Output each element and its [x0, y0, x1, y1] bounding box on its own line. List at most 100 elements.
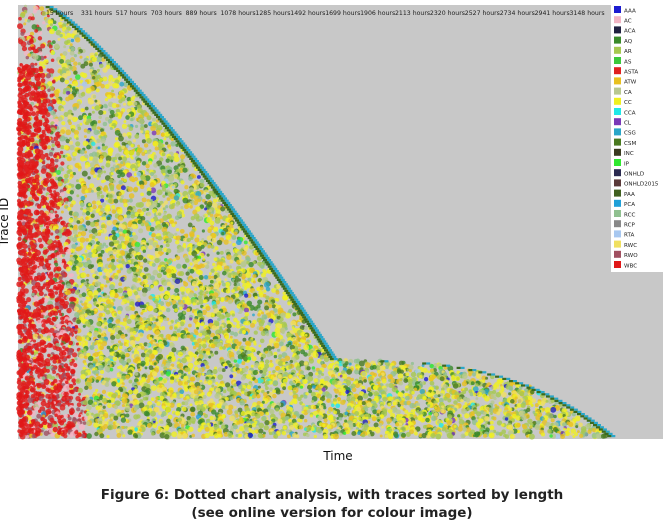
event-dot — [198, 275, 204, 280]
event-dot — [111, 78, 116, 82]
event-dot — [194, 287, 198, 291]
event-dot — [111, 204, 116, 210]
event-dot — [102, 76, 108, 82]
event-dot — [41, 376, 46, 380]
event-dot — [261, 311, 265, 315]
event-dot — [109, 126, 113, 131]
event-dot — [212, 198, 218, 203]
event-dot — [114, 275, 119, 280]
event-dot — [312, 368, 316, 373]
event-dot — [29, 31, 35, 36]
event-dot — [236, 320, 240, 324]
event-dot — [63, 45, 67, 49]
event-dot — [189, 317, 193, 321]
event-dot — [128, 126, 134, 132]
event-dot — [64, 154, 68, 158]
event-dot — [69, 176, 73, 180]
event-dot — [68, 332, 73, 336]
event-dot — [69, 203, 74, 208]
event-dot — [117, 287, 124, 294]
event-dot — [59, 58, 65, 64]
event-dot — [214, 218, 221, 224]
event-dot — [184, 185, 189, 190]
event-dot — [98, 271, 103, 276]
event-dot — [73, 70, 78, 75]
event-dot — [142, 317, 147, 321]
event-dot — [282, 291, 287, 296]
event-dot — [62, 51, 68, 56]
event-dot — [76, 179, 79, 183]
event-dot — [189, 377, 195, 382]
event-dot — [163, 317, 168, 322]
event-dot — [119, 345, 123, 350]
event-dot — [100, 249, 105, 254]
event-dot — [66, 349, 73, 356]
event-dot — [176, 249, 181, 254]
event-dot — [120, 195, 124, 198]
event-dot — [96, 200, 102, 206]
event-dot — [148, 160, 153, 165]
event-dot — [141, 151, 146, 156]
event-dot — [151, 117, 157, 122]
event-dot — [60, 210, 64, 214]
event-dot — [98, 77, 104, 82]
event-dot — [73, 363, 78, 368]
event-dot — [175, 203, 179, 207]
event-dot — [150, 125, 156, 132]
event-dot — [60, 108, 65, 112]
event-dot — [141, 197, 147, 203]
event-dot — [114, 113, 119, 117]
event-dot — [275, 290, 280, 295]
event-dot — [287, 301, 291, 306]
event-dot — [81, 81, 88, 87]
event-dot — [94, 342, 98, 346]
event-dot — [192, 302, 196, 306]
event-dot — [281, 330, 285, 335]
event-dot — [207, 228, 212, 234]
event-dot — [69, 66, 73, 70]
event-dot — [157, 235, 163, 241]
event-dot — [266, 352, 272, 358]
event-dot — [84, 362, 87, 366]
event-dot — [69, 77, 73, 81]
event-dot — [138, 118, 145, 125]
event-dot — [217, 367, 223, 372]
event-dot — [322, 363, 327, 369]
event-dot — [187, 371, 191, 375]
event-dot — [101, 145, 107, 151]
event-dot — [178, 362, 184, 368]
event-dot — [182, 167, 188, 173]
event-dot — [56, 143, 61, 149]
event-dot — [146, 211, 151, 216]
event-dot — [97, 146, 101, 150]
event-dot — [485, 376, 489, 380]
event-dot — [50, 232, 54, 236]
event-dot — [135, 336, 141, 342]
event-dot — [134, 301, 141, 307]
event-dot — [118, 94, 123, 100]
event-dot — [80, 92, 86, 97]
event-dot — [102, 121, 108, 127]
event-dot — [79, 300, 83, 304]
event-dot — [165, 307, 171, 313]
event-dot — [306, 366, 311, 371]
event-dot — [181, 357, 188, 364]
event-dot — [51, 40, 56, 45]
event-dot — [203, 354, 209, 359]
event-dot — [257, 299, 263, 305]
event-dot — [31, 292, 35, 297]
event-dot — [121, 244, 126, 249]
event-dot — [66, 156, 72, 162]
event-dot — [91, 106, 95, 110]
event-dot — [181, 291, 185, 295]
event-dot — [79, 353, 85, 359]
event-dot — [90, 213, 95, 218]
event-dot — [104, 284, 108, 288]
event-dot — [61, 100, 66, 106]
event-dot — [217, 374, 224, 380]
event-dot — [98, 212, 102, 216]
event-dot — [132, 139, 136, 143]
event-dot — [276, 348, 281, 352]
event-dot — [209, 220, 215, 226]
event-dot — [263, 289, 267, 293]
